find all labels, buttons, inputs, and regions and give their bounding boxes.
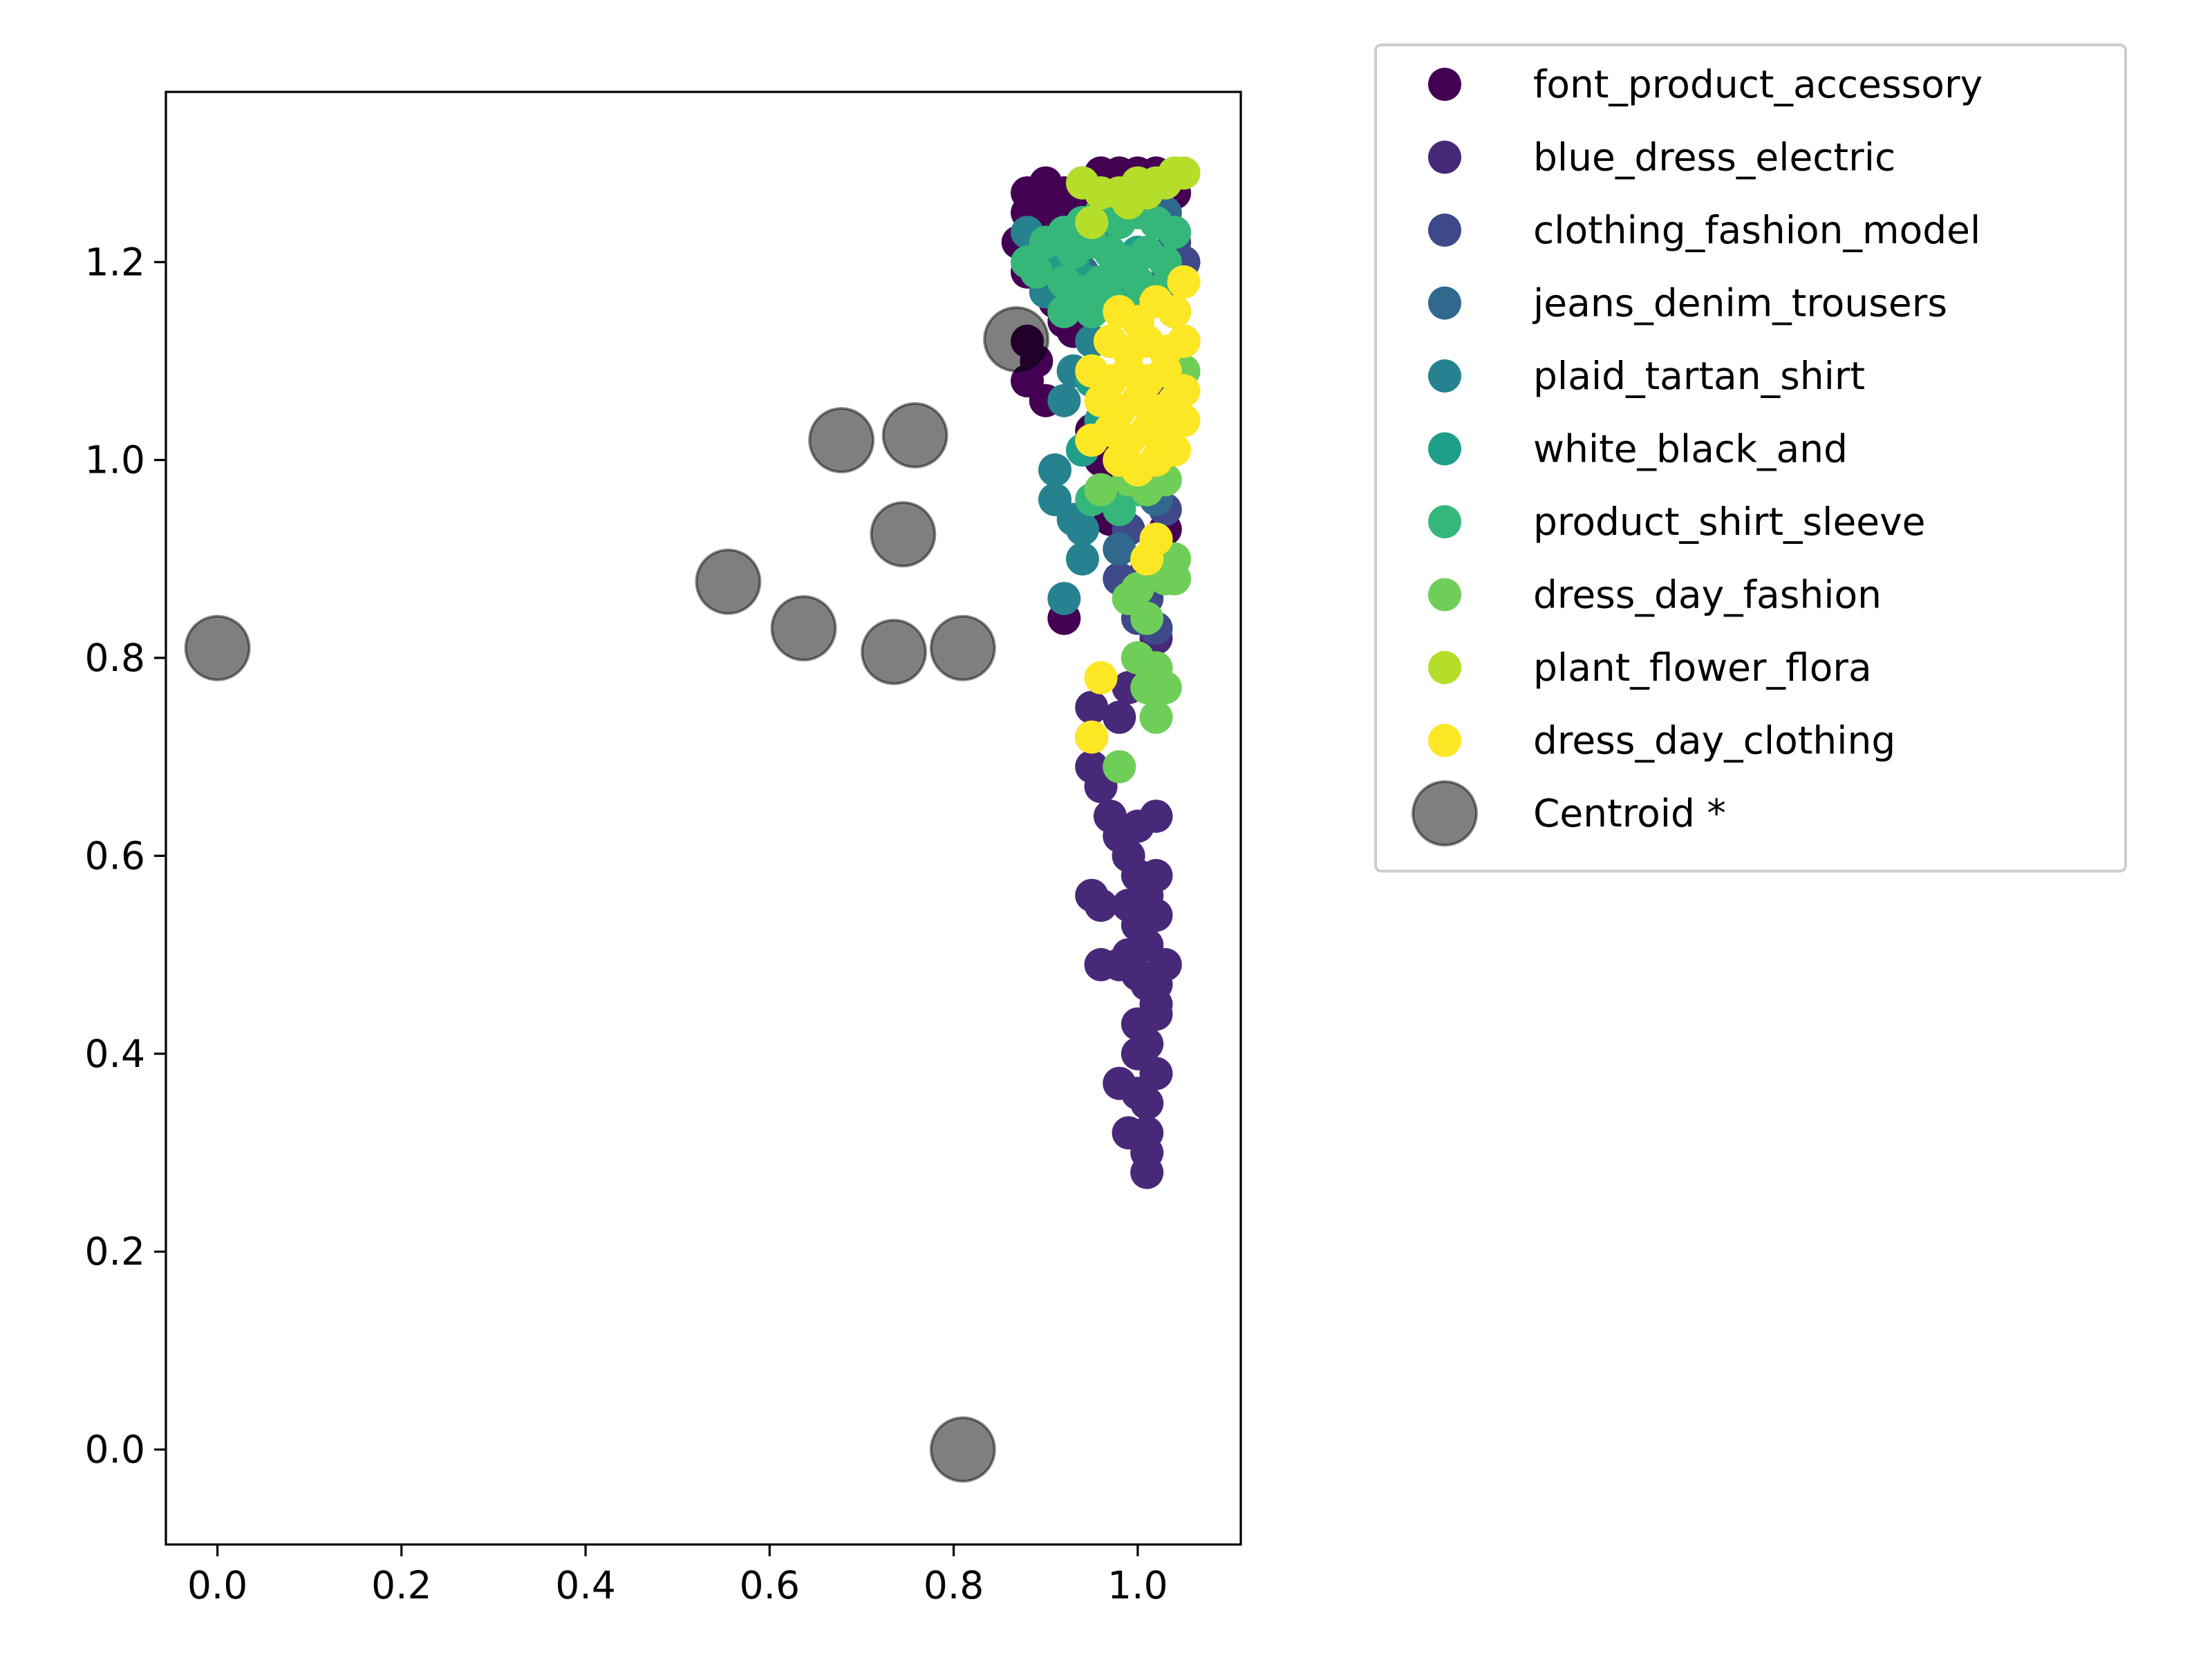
x-tick-label: 0.0 bbox=[187, 1563, 247, 1607]
legend-box bbox=[1374, 44, 2127, 873]
centroid-point bbox=[929, 614, 996, 681]
data-point bbox=[1075, 206, 1109, 239]
data-point bbox=[1158, 294, 1192, 328]
data-point bbox=[1130, 671, 1164, 704]
centroid-point bbox=[870, 501, 937, 568]
legend-label: font_product_accessory bbox=[1533, 62, 1983, 106]
x-tick-label: 0.2 bbox=[371, 1563, 431, 1607]
data-point bbox=[1075, 720, 1109, 754]
centroid-point bbox=[770, 595, 837, 662]
data-point bbox=[1130, 1155, 1164, 1189]
data-point bbox=[1020, 255, 1053, 289]
centroid-point bbox=[695, 548, 762, 615]
data-point bbox=[1047, 582, 1081, 616]
legend-label: product_shirt_sleeve bbox=[1533, 500, 1926, 544]
centroid-point bbox=[808, 407, 875, 473]
series-plant-flower-flora bbox=[1066, 156, 1201, 239]
legend-marker bbox=[1428, 68, 1461, 101]
legend-label: jeans_denim_trousers bbox=[1533, 281, 1947, 325]
centroid-point bbox=[881, 402, 948, 469]
data-point bbox=[1047, 294, 1081, 328]
data-point bbox=[1084, 889, 1118, 922]
data-point bbox=[1130, 1086, 1164, 1120]
y-tick-label: 1.0 bbox=[85, 438, 145, 482]
y-tick-label: 1.2 bbox=[85, 240, 145, 284]
data-point bbox=[1139, 859, 1173, 892]
data-point bbox=[1047, 384, 1081, 417]
y-tick-label: 0.6 bbox=[85, 833, 145, 878]
legend-label: plant_flower_flora bbox=[1533, 645, 1872, 690]
series-dress-day-clothing bbox=[1075, 265, 1201, 754]
series-centroid- bbox=[184, 306, 1050, 1483]
legend-label: Centroid * bbox=[1533, 791, 1726, 835]
legend-marker bbox=[1428, 359, 1461, 393]
x-tick-label: 0.8 bbox=[924, 1563, 984, 1607]
data-point bbox=[1121, 1037, 1154, 1070]
legend-marker bbox=[1428, 286, 1461, 320]
legend-marker bbox=[1428, 140, 1461, 174]
legend-label: plaid_tartan_shirt bbox=[1533, 354, 1865, 398]
data-point bbox=[1075, 424, 1109, 457]
x-tick-label: 1.0 bbox=[1107, 1563, 1168, 1607]
legend-label: blue_dress_electric bbox=[1533, 135, 1895, 180]
data-point bbox=[1167, 156, 1201, 190]
data-point bbox=[1167, 324, 1201, 358]
series-blue-dress-electric bbox=[1075, 522, 1182, 1189]
legend-marker bbox=[1428, 724, 1461, 757]
data-point bbox=[1139, 800, 1173, 833]
data-point bbox=[1139, 997, 1173, 1031]
legend-marker bbox=[1412, 780, 1478, 847]
data-point bbox=[1084, 661, 1118, 695]
centroid-point bbox=[184, 614, 251, 681]
data-point bbox=[1038, 453, 1072, 487]
legend-label: dress_day_clothing bbox=[1533, 719, 1895, 763]
legend-marker bbox=[1428, 578, 1461, 612]
data-point bbox=[1158, 433, 1192, 467]
series-product-shirt-sleeve bbox=[1011, 196, 1192, 527]
data-point bbox=[1130, 542, 1164, 576]
plot-frame bbox=[165, 91, 1242, 1546]
data-point bbox=[1066, 512, 1099, 546]
data-point bbox=[1075, 690, 1109, 724]
data-marks bbox=[184, 156, 1201, 1483]
legend-marker bbox=[1428, 651, 1461, 684]
centroid-point bbox=[983, 306, 1050, 372]
centroid-point bbox=[929, 1416, 996, 1483]
data-point bbox=[1103, 532, 1136, 566]
data-point bbox=[1148, 947, 1182, 981]
data-point bbox=[1139, 700, 1173, 734]
data-point bbox=[1066, 542, 1099, 576]
data-point bbox=[1158, 562, 1192, 596]
data-point bbox=[1167, 404, 1201, 437]
legend-label: white_black_and bbox=[1533, 427, 1848, 471]
data-point bbox=[1112, 186, 1145, 220]
legend: font_product_accessory blue_dress_electri… bbox=[1374, 44, 2127, 873]
data-point bbox=[1084, 473, 1118, 507]
y-tick-label: 0.8 bbox=[85, 636, 145, 680]
data-point bbox=[1158, 216, 1192, 249]
x-tick-label: 0.6 bbox=[740, 1563, 800, 1607]
centroid-point bbox=[861, 618, 928, 686]
data-point bbox=[1103, 700, 1136, 734]
y-tick-label: 0.4 bbox=[85, 1032, 145, 1076]
data-point bbox=[1167, 265, 1201, 299]
legend-marker bbox=[1428, 432, 1461, 466]
x-tick-label: 0.4 bbox=[555, 1563, 615, 1607]
y-tick-label: 0.0 bbox=[85, 1428, 145, 1472]
data-point bbox=[1103, 947, 1136, 981]
data-point bbox=[1139, 898, 1173, 932]
legend-marker bbox=[1428, 214, 1461, 247]
y-tick-label: 0.2 bbox=[85, 1229, 145, 1274]
axes: 0.0 0.2 0.4 0.6 0.8 1.0 0.0 0.2 0.4 0.6 0.8 1.0 1.2 bbox=[85, 91, 1242, 1607]
legend-label: dress_day_fashion bbox=[1533, 573, 1882, 617]
data-point bbox=[1130, 601, 1164, 635]
data-point bbox=[1103, 750, 1136, 784]
legend-marker bbox=[1428, 505, 1461, 538]
legend-label: clothing_fashion_model bbox=[1533, 208, 1980, 252]
